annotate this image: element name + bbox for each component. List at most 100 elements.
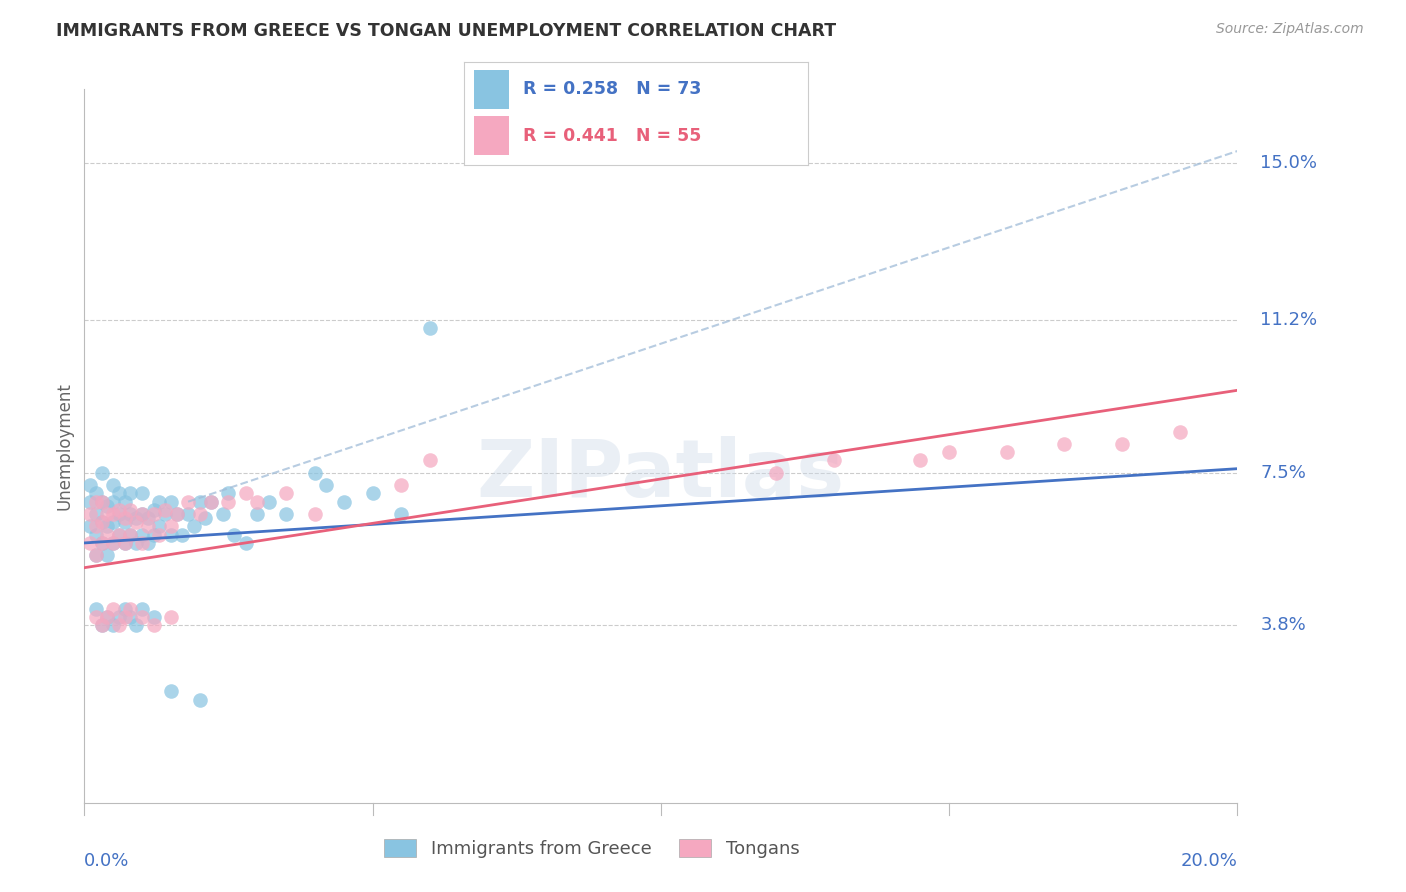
Point bbox=[103, 602, 124, 616]
Point bbox=[79, 519, 101, 533]
Point bbox=[90, 466, 112, 480]
Point bbox=[108, 527, 131, 541]
Point bbox=[246, 494, 269, 508]
Point bbox=[96, 507, 118, 521]
Point bbox=[90, 618, 112, 632]
Point bbox=[188, 494, 211, 508]
Point bbox=[391, 507, 413, 521]
Point bbox=[84, 507, 107, 521]
Point bbox=[90, 494, 112, 508]
Point bbox=[765, 466, 787, 480]
Point bbox=[160, 494, 183, 508]
Point bbox=[90, 494, 112, 508]
Point bbox=[224, 527, 246, 541]
Bar bbox=[474, 116, 509, 155]
Point bbox=[90, 536, 112, 550]
Point bbox=[108, 527, 131, 541]
Point bbox=[304, 507, 326, 521]
Point bbox=[166, 507, 188, 521]
Point bbox=[120, 527, 142, 541]
Text: Source: ZipAtlas.com: Source: ZipAtlas.com bbox=[1216, 22, 1364, 37]
Point bbox=[419, 321, 441, 335]
Point bbox=[103, 478, 124, 492]
Text: 15.0%: 15.0% bbox=[1260, 154, 1317, 172]
Text: 7.5%: 7.5% bbox=[1260, 464, 1306, 482]
Point bbox=[84, 602, 107, 616]
Point bbox=[103, 536, 124, 550]
Point bbox=[120, 602, 142, 616]
Point bbox=[114, 610, 136, 624]
Point bbox=[1111, 437, 1133, 451]
Point bbox=[103, 516, 124, 530]
Point bbox=[160, 610, 183, 624]
Point bbox=[108, 507, 131, 521]
Text: R = 0.258   N = 73: R = 0.258 N = 73 bbox=[523, 80, 702, 98]
Point bbox=[194, 511, 217, 525]
Point bbox=[160, 527, 183, 541]
Point bbox=[114, 511, 136, 525]
Y-axis label: Unemployment: Unemployment bbox=[55, 382, 73, 510]
Point bbox=[391, 478, 413, 492]
Point bbox=[1168, 425, 1191, 439]
Point bbox=[160, 684, 183, 698]
Text: IMMIGRANTS FROM GREECE VS TONGAN UNEMPLOYMENT CORRELATION CHART: IMMIGRANTS FROM GREECE VS TONGAN UNEMPLO… bbox=[56, 22, 837, 40]
Point bbox=[142, 503, 165, 517]
Point bbox=[1053, 437, 1076, 451]
Point bbox=[103, 536, 124, 550]
Point bbox=[910, 453, 932, 467]
Text: 20.0%: 20.0% bbox=[1181, 852, 1237, 871]
Point bbox=[333, 494, 356, 508]
Point bbox=[142, 527, 165, 541]
Point bbox=[114, 516, 136, 530]
Point bbox=[172, 527, 194, 541]
Point bbox=[114, 536, 136, 550]
Point bbox=[131, 536, 153, 550]
Point bbox=[276, 507, 298, 521]
Point bbox=[125, 511, 148, 525]
Point bbox=[142, 610, 165, 624]
Point bbox=[84, 486, 107, 500]
Point bbox=[131, 507, 153, 521]
Point bbox=[96, 610, 118, 624]
Legend: Immigrants from Greece, Tongans: Immigrants from Greece, Tongans bbox=[377, 831, 807, 865]
Point bbox=[125, 536, 148, 550]
Point bbox=[125, 516, 148, 530]
Point bbox=[211, 507, 233, 521]
Point bbox=[200, 494, 222, 508]
Point bbox=[96, 610, 118, 624]
Point bbox=[177, 494, 200, 508]
Point bbox=[938, 445, 960, 459]
Point bbox=[90, 536, 112, 550]
Text: 3.8%: 3.8% bbox=[1260, 616, 1306, 634]
Point bbox=[183, 519, 205, 533]
Point bbox=[96, 519, 118, 533]
Point bbox=[131, 527, 153, 541]
Point bbox=[96, 499, 118, 513]
Point bbox=[136, 536, 159, 550]
Point bbox=[218, 494, 240, 508]
Point bbox=[246, 507, 269, 521]
Point bbox=[114, 494, 136, 508]
Point bbox=[120, 486, 142, 500]
Point bbox=[103, 494, 124, 508]
Point bbox=[114, 536, 136, 550]
Point bbox=[200, 494, 222, 508]
Point bbox=[79, 494, 101, 508]
Point bbox=[177, 507, 200, 521]
Point bbox=[315, 478, 337, 492]
Point bbox=[108, 503, 131, 517]
Point bbox=[84, 527, 107, 541]
Point bbox=[148, 527, 170, 541]
Point bbox=[131, 602, 153, 616]
Point bbox=[148, 494, 170, 508]
Point bbox=[84, 549, 107, 563]
Point bbox=[153, 503, 176, 517]
Point bbox=[96, 527, 118, 541]
Text: ZIPatlas: ZIPatlas bbox=[477, 435, 845, 514]
Point bbox=[188, 692, 211, 706]
Point bbox=[361, 486, 384, 500]
Point bbox=[90, 618, 112, 632]
Point bbox=[84, 494, 107, 508]
Point bbox=[114, 602, 136, 616]
Point bbox=[120, 503, 142, 517]
